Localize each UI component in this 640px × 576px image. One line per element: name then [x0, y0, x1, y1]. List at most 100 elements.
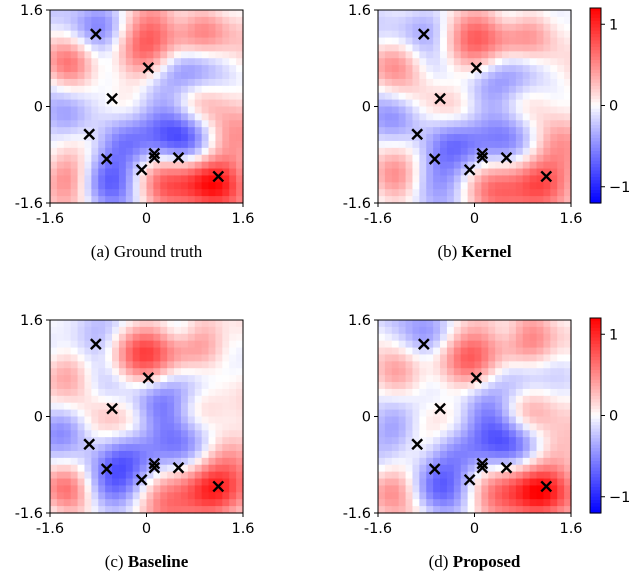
colorbar-segment — [590, 353, 601, 358]
heatmap-cell — [125, 464, 134, 473]
heatmap-cell — [433, 333, 441, 342]
heatmap-cell — [481, 382, 489, 390]
heatmap-cell — [564, 333, 572, 342]
colorbar-segment — [590, 14, 601, 19]
heatmap-cell — [180, 196, 189, 204]
source-marker — [172, 151, 185, 164]
heatmap-cell — [564, 78, 572, 87]
heatmap-cell — [229, 320, 237, 328]
heatmap-cell — [105, 430, 113, 438]
heatmap-cell — [550, 492, 558, 500]
heatmap-cell — [63, 78, 72, 87]
heatmap-cell — [160, 464, 168, 473]
heatmap-cell — [495, 127, 503, 135]
heatmap-cell — [453, 388, 462, 397]
heatmap-cell — [139, 492, 148, 500]
heatmap-cell — [522, 16, 531, 25]
heatmap-cell — [378, 388, 386, 397]
heatmap-cell — [391, 175, 400, 183]
heatmap-cell — [84, 99, 92, 108]
heatmap-cell — [105, 437, 113, 445]
heatmap-cell — [564, 320, 572, 328]
heatmap-cell — [515, 72, 524, 80]
heatmap-cell — [460, 423, 469, 431]
heatmap-cell — [391, 471, 400, 480]
colorbar: 10−1 — [589, 317, 630, 514]
heatmap-cell — [502, 85, 510, 94]
heatmap-cell — [105, 320, 113, 328]
heatmap-cell — [174, 492, 182, 500]
heatmap-cell — [105, 44, 113, 52]
heatmap-cell — [208, 196, 217, 204]
heatmap-cell — [229, 492, 237, 500]
heatmap-cell — [180, 161, 189, 170]
heatmap-cell — [174, 72, 182, 80]
colorbar-segment — [590, 89, 601, 94]
heatmap-cell — [118, 388, 127, 397]
heatmap-cell — [174, 320, 182, 328]
heatmap-cell — [105, 182, 113, 190]
heatmap-cell — [419, 382, 427, 390]
heatmap-cell — [405, 196, 414, 204]
heatmap-cell — [91, 161, 99, 170]
heatmap-cell — [398, 85, 407, 94]
heatmap-cell — [63, 506, 72, 514]
heatmap-cell — [391, 382, 400, 390]
heatmap-cell — [84, 120, 92, 128]
heatmap-cell — [460, 58, 469, 66]
heatmap-cell — [229, 92, 237, 101]
heatmap-cell — [63, 388, 72, 397]
heatmap-cell — [56, 175, 65, 183]
heatmap-cell — [488, 189, 496, 197]
heatmap-cell — [236, 16, 244, 25]
colorbar: 10−1 — [589, 7, 630, 204]
heatmap-cell — [460, 430, 469, 438]
heatmap-cell — [508, 437, 517, 445]
heatmap-cell — [132, 134, 141, 142]
heatmap-cell — [112, 140, 120, 149]
heatmap-cell — [419, 361, 427, 369]
heatmap-cell — [84, 444, 92, 452]
y-tick-label: 1.6 — [348, 3, 371, 19]
heatmap-cell — [98, 92, 106, 101]
heatmap-cell — [146, 340, 154, 349]
heatmap-cell — [398, 347, 407, 356]
heatmap-cell — [550, 140, 558, 149]
heatmap-cell — [515, 85, 524, 94]
heatmap-cell — [84, 189, 92, 197]
heatmap-cell — [118, 382, 127, 390]
heatmap-cell — [440, 23, 448, 32]
heatmap-cell — [398, 320, 407, 328]
heatmap-cell — [446, 99, 455, 108]
heatmap-cell — [474, 127, 482, 135]
heatmap-cell — [84, 10, 92, 18]
heatmap-cell — [160, 140, 168, 149]
heatmap-cell — [453, 65, 462, 73]
heatmap-cell — [378, 423, 386, 431]
heatmap-cell — [160, 78, 168, 87]
heatmap-cell — [557, 382, 565, 390]
colorbar-segment — [590, 160, 601, 165]
heatmap-cell — [91, 154, 99, 163]
heatmap-cell — [460, 478, 469, 487]
heatmap-cell — [229, 354, 237, 362]
colorbar-segment — [590, 134, 601, 139]
heatmap-cell — [236, 161, 244, 170]
heatmap-cell — [384, 340, 393, 349]
heatmap-cell — [460, 464, 469, 473]
heatmap-cell — [167, 147, 175, 156]
heatmap-cell — [446, 37, 455, 46]
heatmap-cell — [474, 457, 482, 466]
colorbar-tick-label: 0 — [609, 99, 618, 115]
heatmap-cell — [440, 471, 448, 480]
heatmap-cell — [453, 175, 462, 183]
heatmap-cell — [50, 16, 58, 25]
heatmap-cell — [174, 423, 182, 431]
heatmap-cell — [495, 326, 503, 335]
heatmap-cell — [502, 478, 510, 487]
heatmap-cell — [564, 154, 572, 163]
heatmap-cell — [474, 23, 482, 32]
heatmap-cell — [433, 457, 441, 466]
marker-stroke — [428, 153, 441, 165]
heatmap-cell — [70, 354, 79, 362]
